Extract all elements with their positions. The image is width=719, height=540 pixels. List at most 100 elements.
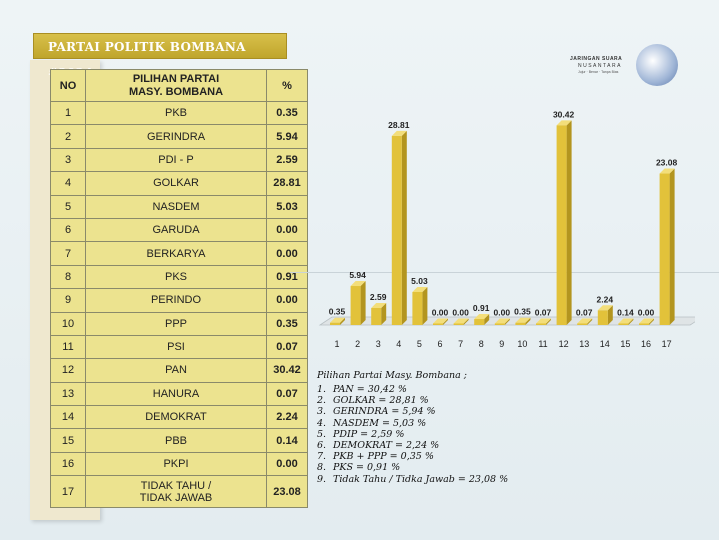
cell-party: GARUDA [85,217,267,243]
bar-side [381,303,387,325]
bar-value-label: 0.00 [494,308,511,318]
cell-no: 3 [50,147,86,173]
table-row: 2 GERINDRA 5.94 [50,124,308,149]
cell-no: 6 [50,217,86,243]
bar [433,323,443,325]
bar-side [504,318,510,325]
bar [330,322,340,325]
bar-side [360,281,366,325]
bar-side [669,168,675,325]
table-row: 12 PAN 30.42 [50,358,308,383]
legend-item-number: 3. [317,406,327,418]
bar-top [371,303,387,309]
bar-chart: 0.35 1 5.94 2 2.59 3 28.81 4 5.03 5 0.00 6 0.00 7 0.91… [318,109,695,349]
table-row: 7 BERKARYA 0.00 [50,241,308,266]
cell-no: 9 [50,288,86,313]
bar-top [515,317,531,323]
legend-item-text: PKS = 0,91 % [333,462,401,474]
cell-party: PPP [85,311,267,336]
legend-item-text: NASDEM = 5,03 % [333,417,427,429]
legend-item: 5. PDIP = 2,59 % [317,429,508,440]
table-row: 6 GARUDA 0.00 [50,217,308,243]
x-tick-label: 11 [538,339,547,349]
table-header-row: NO PILIHAN PARTAI MASY. BOMBANA % [50,69,308,102]
cell-no: 2 [50,124,86,149]
bar-value-label: 0.91 [473,303,490,313]
legend-item-number: 7. [317,451,327,463]
legend-item-number: 2. [317,395,327,407]
bar-side [463,318,469,325]
table-row: 4 GOLKAR 28.81 [50,171,308,196]
bar-top [474,314,490,320]
cell-party: PKB [85,100,267,126]
cell-no: 16 [50,451,86,477]
cell-party: GERINDRA [85,124,267,149]
table-row: 11 PSI 0.07 [50,334,308,360]
legend-item-text: GOLKAR = 28,81 % [333,395,429,407]
bar [494,323,505,325]
cell-no: 5 [50,194,86,219]
legend-item: 7. PKB + PPP = 0,35 % [317,451,508,462]
x-tick-label: 4 [396,339,401,349]
bar [659,173,670,325]
header-pct: % [266,69,308,102]
x-tick-label: 8 [479,339,484,349]
legend-item: 1. PAN = 30,42 % [317,384,508,395]
bar-value-label: 0.00 [638,308,655,318]
cell-no: 17 [50,475,86,509]
x-tick-label: 16 [641,339,651,349]
bar-value-label: 0.14 [617,308,634,318]
cell-no: 15 [50,428,86,453]
cell-party: HANURA [85,381,267,407]
cell-party: PDI - P [85,147,267,173]
cell-pct: 5.03 [266,194,308,219]
logo-line-3: Jujur · Benar · Tanpa Bias [578,70,619,74]
cell-pct: 0.00 [266,241,308,266]
header-party: PILIHAN PARTAI MASY. BOMBANA [85,69,267,102]
bar-side [401,130,407,325]
legend-item: 8. PKS = 0,91 % [317,462,508,473]
bar [515,322,526,325]
bar [391,135,402,325]
bar-side [340,317,345,325]
x-tick-label: 14 [600,339,610,349]
legend-item-number: 1. [317,384,327,395]
legend-item-text: Tidak Tahu / Tidka Jawab = 23,08 % [333,473,509,485]
cell-no: 14 [50,405,86,430]
table-row: 8 PKS 0.91 [50,264,308,290]
cell-no: 1 [50,100,86,126]
bar-top [330,317,345,323]
bar-top [391,130,407,136]
cell-pct: 5.94 [266,124,308,149]
cell-party: PERINDO [85,288,267,313]
x-tick-label: 7 [458,339,463,349]
bar-value-label: 0.07 [576,308,593,318]
cell-party: NASDEM [85,194,267,219]
bar [618,323,629,325]
bar [474,319,485,325]
cell-party: BERKARYA [85,241,267,266]
legend-item: 2. GOLKAR = 28,81 % [317,395,508,406]
table-row: 9 PERINDO 0.00 [50,288,308,313]
cell-no: 10 [50,311,86,336]
bar-value-label: 0.00 [452,308,469,318]
table-row: 1 PKB 0.35 [50,100,308,126]
table-row: 14 DEMOKRAT 2.24 [50,405,308,430]
cell-pct: 23.08 [266,475,308,509]
cell-party: PBB [85,428,267,453]
bar-side [587,318,593,325]
cell-pct: 0.07 [266,381,308,407]
legend-item-number: 4. [317,417,327,429]
cell-party: DEMOKRAT [85,405,267,430]
legend-item-text: DEMOKRAT = 2,24 % [333,440,440,452]
bar-value-label: 5.03 [411,276,428,286]
bar-side [607,305,613,325]
bar-side [484,314,490,325]
cell-pct: 30.42 [266,358,308,383]
legend-item-number: 8. [317,462,327,474]
legend-item: 3. GERINDRA = 5,94 % [317,406,508,417]
bar-top [536,318,551,324]
cell-pct: 2.59 [266,147,308,173]
x-tick-label: 6 [437,339,442,349]
x-tick-label: 1 [334,339,339,349]
